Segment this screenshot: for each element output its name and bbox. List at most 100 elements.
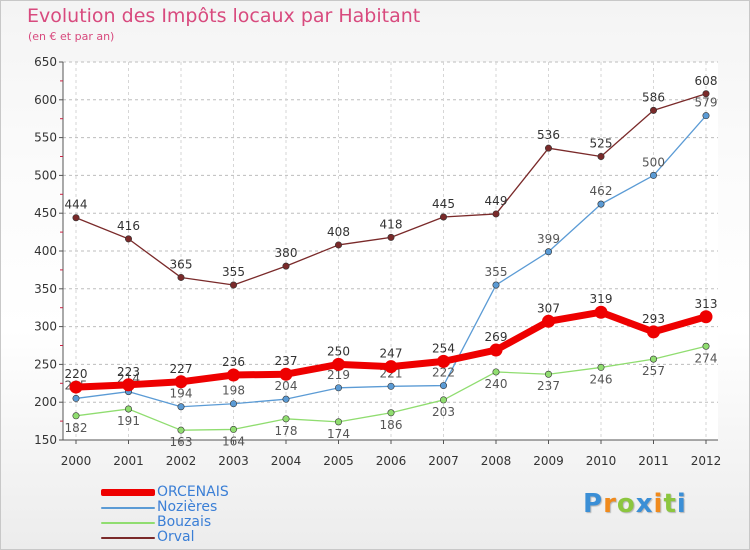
data-point <box>542 314 555 328</box>
data-point <box>387 382 395 390</box>
data-point <box>597 153 605 161</box>
data-point <box>544 248 552 256</box>
y-tick-label: 450 <box>34 206 57 220</box>
data-point <box>279 367 293 381</box>
data-label: 220 <box>65 367 88 381</box>
data-label: 355 <box>222 265 245 279</box>
data-point <box>230 425 238 433</box>
logo-letter: i <box>653 489 664 519</box>
data-point <box>544 144 552 152</box>
data-point <box>647 325 660 339</box>
x-tick-label: 2002 <box>166 454 197 468</box>
data-point <box>122 378 135 392</box>
data-label: 247 <box>380 347 403 361</box>
x-tick-label: 2003 <box>218 454 249 468</box>
data-point <box>649 355 657 363</box>
data-point <box>492 210 500 218</box>
chart-title: Evolution des Impôts locaux par Habitant <box>27 5 421 27</box>
y-tick-label: 150 <box>34 433 57 447</box>
data-label: 237 <box>275 354 298 368</box>
data-label: 194 <box>170 387 193 401</box>
data-label: 178 <box>275 424 298 438</box>
data-point <box>489 343 503 357</box>
data-label: 293 <box>642 312 665 326</box>
data-point <box>597 363 605 371</box>
data-label: 204 <box>275 379 298 393</box>
y-tick-label: 250 <box>34 357 57 371</box>
data-point <box>492 368 500 376</box>
data-point <box>334 241 342 249</box>
data-label: 250 <box>327 344 350 358</box>
data-point <box>387 233 395 241</box>
y-tick-label: 200 <box>34 395 57 409</box>
data-point <box>649 171 657 179</box>
data-label: 536 <box>537 128 560 142</box>
data-label: 236 <box>222 355 245 369</box>
data-label: 608 <box>695 74 718 88</box>
data-label: 164 <box>222 434 245 448</box>
data-point <box>282 395 290 403</box>
data-label: 307 <box>537 301 560 315</box>
legend-label: Orval <box>157 529 195 545</box>
data-label: 586 <box>642 90 665 104</box>
data-point <box>439 382 447 390</box>
data-point <box>334 418 342 426</box>
x-tick-label: 2000 <box>61 454 92 468</box>
legend-label: ORCENAIS <box>157 484 229 500</box>
data-label: 525 <box>590 137 613 151</box>
data-point <box>72 214 80 222</box>
data-point <box>230 400 238 408</box>
data-label: 274 <box>695 351 718 365</box>
data-label: 174 <box>327 427 350 441</box>
data-label: 240 <box>485 377 508 391</box>
data-point <box>699 310 713 324</box>
data-label: 416 <box>117 219 140 233</box>
data-point <box>177 403 185 411</box>
data-label: 462 <box>590 184 613 198</box>
legend-swatch <box>101 522 155 524</box>
x-tick-label: 2012 <box>691 454 722 468</box>
data-label: 269 <box>485 330 508 344</box>
data-point <box>544 370 552 378</box>
data-label: 500 <box>642 155 665 169</box>
data-point <box>72 394 80 402</box>
data-point <box>174 375 188 389</box>
legend-swatch <box>101 537 155 539</box>
x-tick-label: 2010 <box>586 454 617 468</box>
data-label: 579 <box>695 96 718 110</box>
logo-letter: t <box>663 489 677 519</box>
x-tick-label: 2011 <box>638 454 669 468</box>
data-point <box>439 396 447 404</box>
logo-letter: P <box>583 489 604 519</box>
data-label: 257 <box>642 364 665 378</box>
data-point <box>230 281 238 289</box>
data-point <box>334 384 342 392</box>
y-tick-label: 550 <box>34 131 57 145</box>
data-label: 319 <box>590 292 613 306</box>
data-label: 399 <box>537 232 560 246</box>
legend-label: Bouzais <box>157 514 212 530</box>
data-label: 223 <box>117 365 140 379</box>
x-tick-label: 2008 <box>481 454 512 468</box>
data-label: 254 <box>432 341 455 355</box>
proxiti-logo: Proxiti <box>583 489 687 519</box>
logo-letter: o <box>616 489 636 519</box>
data-point <box>72 412 80 420</box>
data-point <box>702 342 710 350</box>
data-point <box>282 262 290 270</box>
data-label: 222 <box>432 366 455 380</box>
data-point <box>437 354 450 368</box>
legend-swatch <box>101 507 155 509</box>
data-point <box>282 415 290 423</box>
data-label: 444 <box>65 198 88 212</box>
chart-subtitle: (en € et par an) <box>28 30 115 43</box>
data-label: 246 <box>590 372 613 386</box>
data-label: 355 <box>485 265 508 279</box>
data-point <box>227 368 240 382</box>
data-label: 191 <box>117 414 140 428</box>
data-label: 418 <box>380 217 403 231</box>
data-point <box>125 405 133 413</box>
data-label: 237 <box>537 379 560 393</box>
data-point <box>125 235 133 243</box>
